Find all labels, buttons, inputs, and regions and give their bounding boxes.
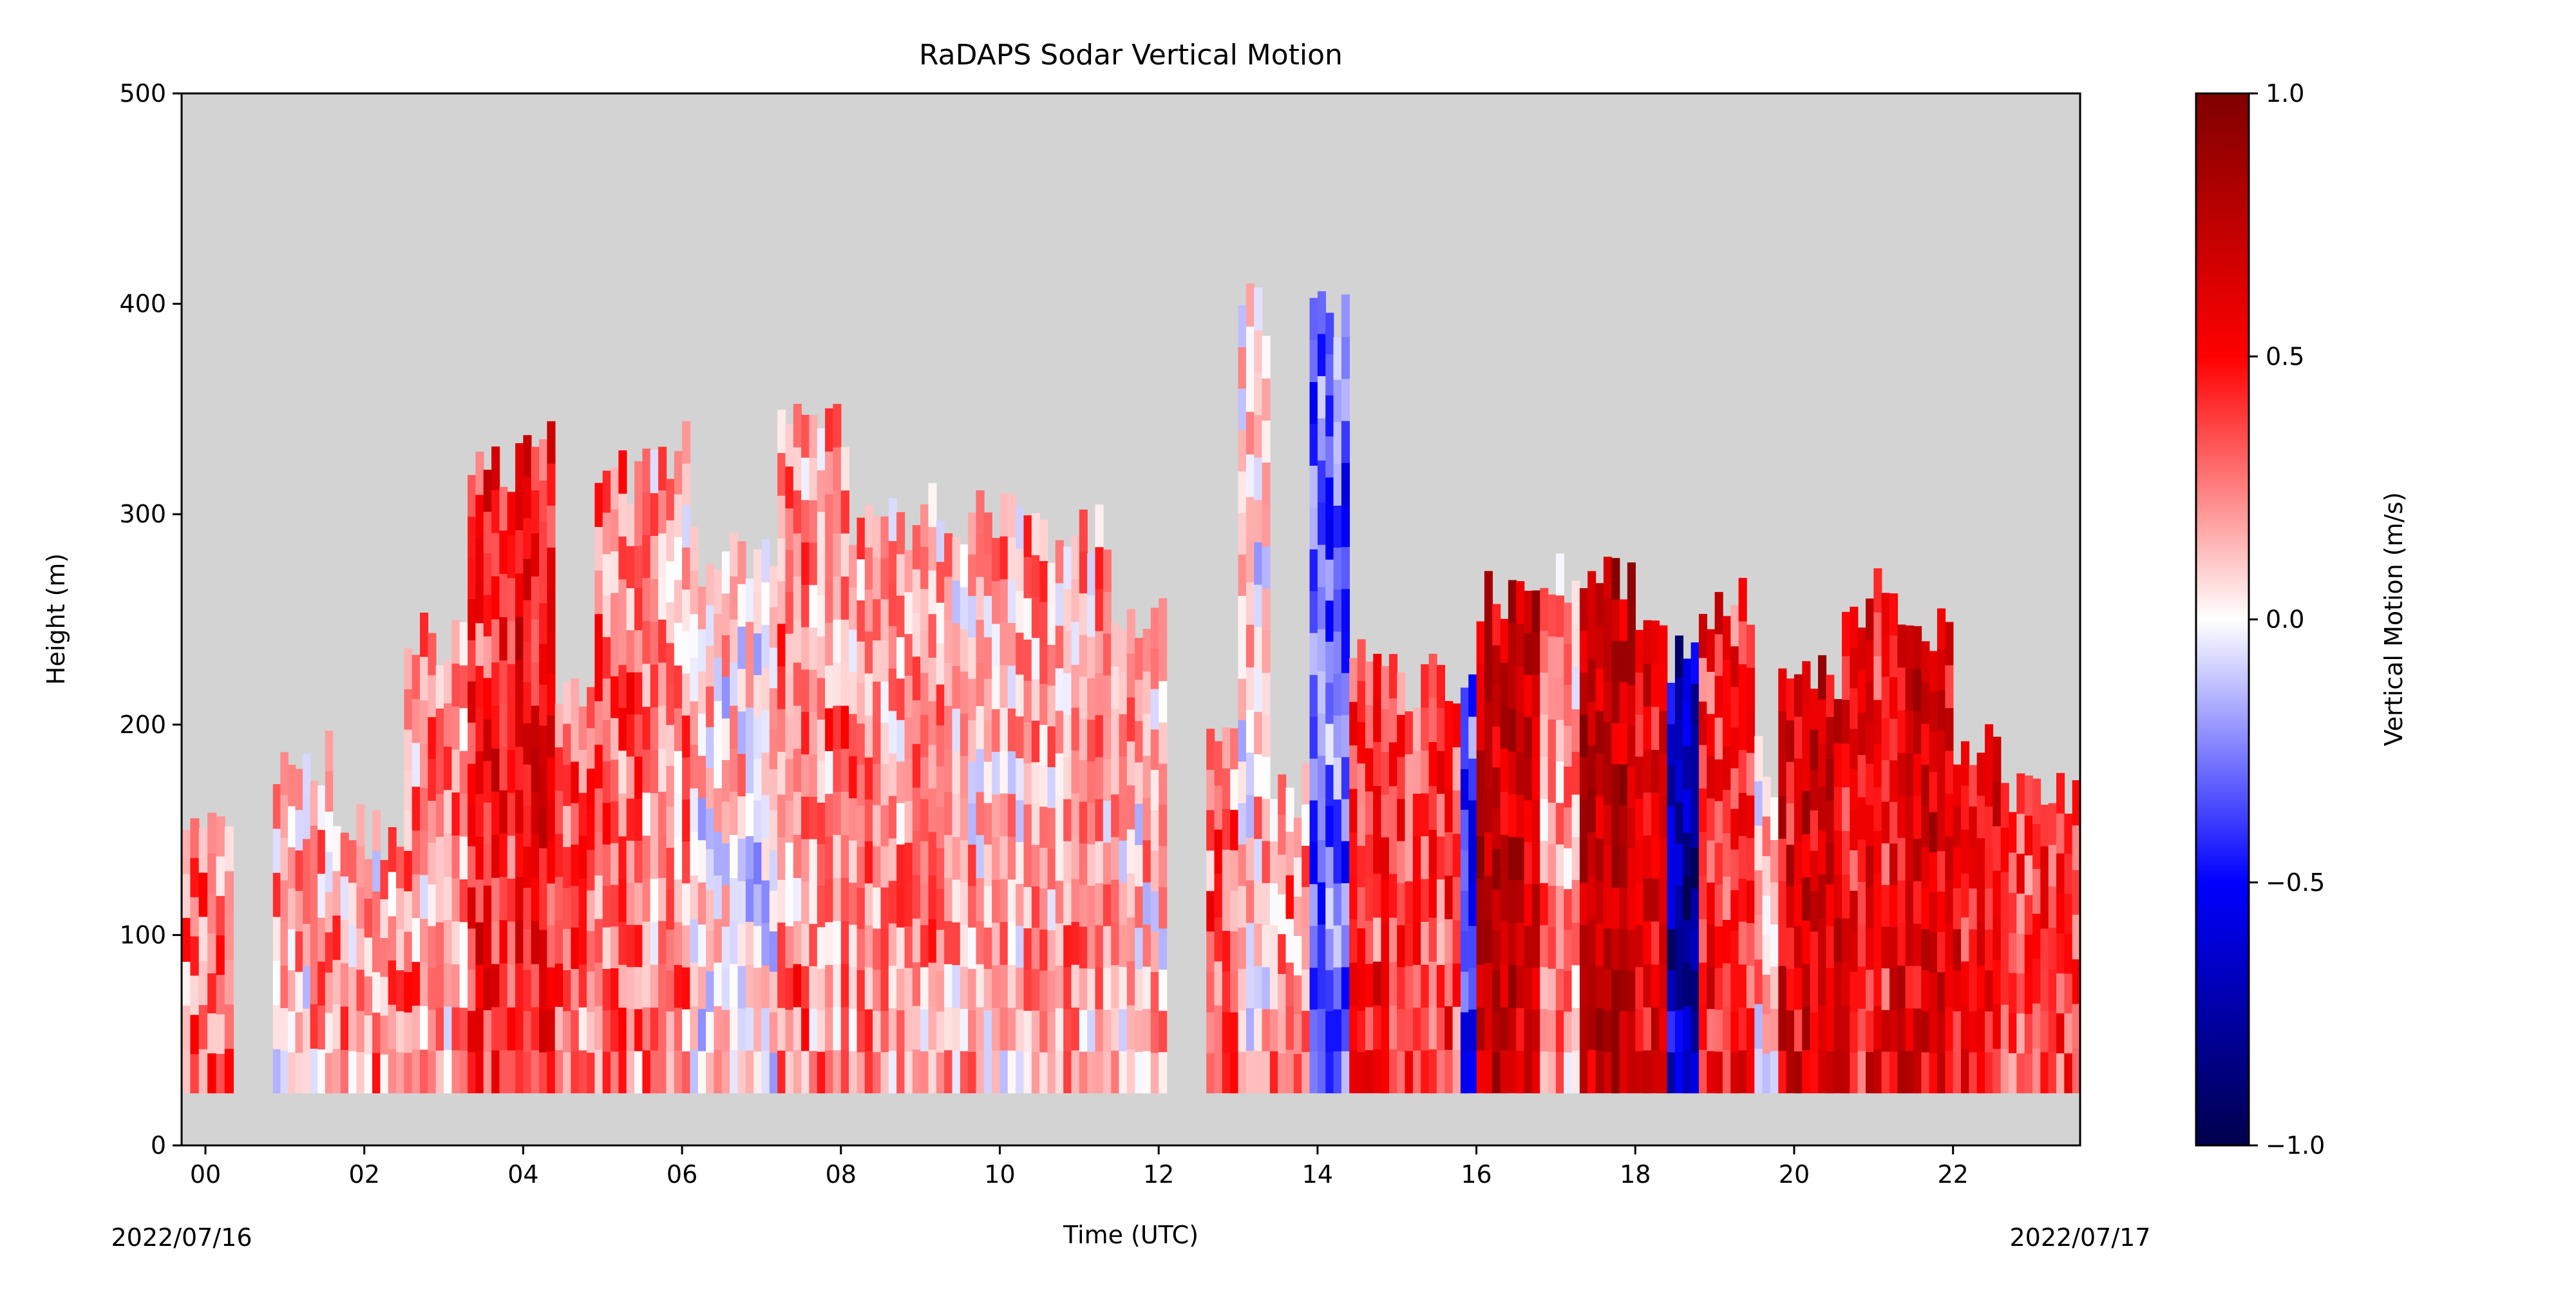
colorbar [2195, 92, 2250, 1147]
x-tick-label: 04 [507, 1160, 538, 1189]
x-tick-label: 22 [1937, 1160, 1968, 1189]
data-column [642, 421, 691, 1094]
data-column [1579, 557, 1636, 1094]
x-start-date-label: 2022/07/16 [111, 1223, 252, 1252]
data-column [1897, 608, 1954, 1094]
colorbar-tick-label: 1.0 [2266, 79, 2304, 108]
heatmap-layer [182, 283, 2080, 1094]
y-tick-label: 500 [119, 79, 166, 108]
data-column [468, 446, 516, 1094]
data-column [1238, 283, 1271, 1094]
y-tick-label: 200 [119, 711, 166, 739]
y-axis-label: Height (m) [42, 553, 70, 685]
data-column [1667, 635, 1700, 1094]
data-column [1206, 727, 1239, 1094]
colorbar-tick-label: 0.5 [2266, 342, 2304, 370]
x-tick-label: 10 [984, 1160, 1015, 1189]
data-column [690, 526, 778, 1094]
data-column [1754, 736, 1779, 1094]
data-column [554, 678, 596, 1094]
data-column [1953, 724, 2002, 1094]
data-column [928, 483, 1025, 1094]
data-column [2000, 772, 2080, 1094]
colorbar-axis: 1.0 0.5 0.0 −0.5 −1.0 [2249, 79, 2325, 1160]
data-column [777, 403, 849, 1094]
colorbar-tick-label: −1.0 [2266, 1131, 2325, 1160]
data-column [1397, 653, 1461, 1094]
x-tick-label: 02 [349, 1160, 380, 1189]
data-column [1540, 553, 1580, 1094]
chart-title: RaDAPS Sodar Vertical Motion [919, 39, 1343, 72]
data-column [1476, 571, 1540, 1094]
colorbar-tick-label: 0.0 [2266, 606, 2304, 634]
data-column [594, 450, 643, 1094]
data-column [1269, 762, 1311, 1094]
data-column [1111, 598, 1168, 1094]
x-tick-label: 20 [1779, 1160, 1810, 1189]
data-column [849, 498, 929, 1094]
data-column [515, 421, 556, 1094]
data-column [1698, 578, 1755, 1094]
colorbar-label: Vertical Motion (m/s) [2380, 492, 2408, 747]
colorbar-tick-label: −0.5 [2266, 868, 2325, 897]
x-axis-label: Time (UTC) [1063, 1221, 1198, 1249]
data-column [272, 731, 334, 1094]
data-column [1309, 291, 1350, 1094]
x-tick-label: 00 [190, 1160, 221, 1189]
y-tick-label: 300 [119, 500, 166, 528]
x-end-date-label: 2022/07/17 [2009, 1223, 2150, 1252]
data-column [1842, 568, 1899, 1094]
x-tick-label: 06 [667, 1160, 697, 1189]
x-axis: 00 02 04 06 08 10 12 14 16 18 20 22 [190, 1145, 1969, 1189]
x-tick-label: 08 [826, 1160, 857, 1189]
y-axis: 0 100 200 300 400 500 [119, 79, 182, 1160]
data-column [182, 812, 234, 1094]
x-tick-label: 12 [1143, 1160, 1174, 1189]
data-column [332, 804, 405, 1094]
x-tick-label: 16 [1461, 1160, 1492, 1189]
data-column [1778, 655, 1842, 1094]
data-column [1349, 639, 1397, 1094]
y-tick-label: 0 [151, 1131, 166, 1160]
data-column [1635, 620, 1668, 1094]
x-tick-label: 18 [1620, 1160, 1651, 1189]
data-column [1460, 674, 1477, 1094]
data-column [1023, 504, 1112, 1094]
data-column [404, 613, 468, 1094]
x-tick-label: 14 [1302, 1160, 1333, 1189]
y-tick-label: 100 [119, 921, 166, 949]
plot-frame [180, 92, 2081, 1147]
y-tick-label: 400 [119, 290, 166, 318]
